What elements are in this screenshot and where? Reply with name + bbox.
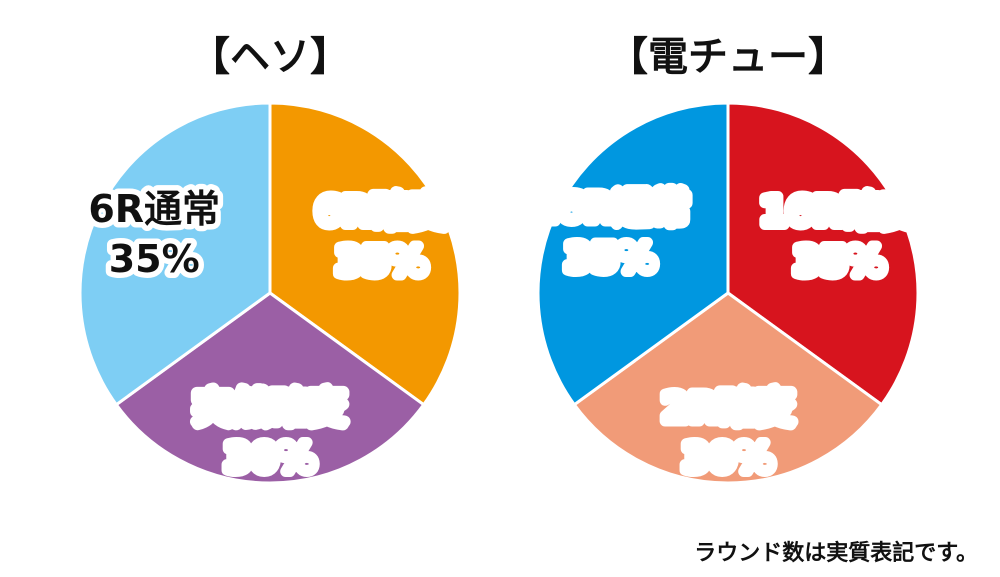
denchu-slice-value-2: 35% xyxy=(565,236,656,280)
denchu-pie-chart: 【電チュー】 16R確変 35% 2R確変 30% 16R通常 35% xyxy=(531,34,918,483)
heso-slice-value-0: 35% xyxy=(336,239,427,283)
heso-chart-title: 【ヘソ】 xyxy=(190,34,350,80)
heso-slice-label-2: 6R通常 xyxy=(88,187,220,231)
heso-slice-value-1: 30% xyxy=(225,436,316,480)
heso-pie-chart: 【ヘソ】 6R確変 35% 突然確変 30% 6R通常 35% xyxy=(80,34,460,483)
denchu-slice-value-1: 30% xyxy=(683,436,774,480)
denchu-chart-title: 【電チュー】 xyxy=(608,34,848,80)
heso-slice-label-1: 突然確変 xyxy=(194,386,346,430)
denchu-slice-label-1: 2R確変 xyxy=(662,386,794,430)
heso-slice-value-2: 35% xyxy=(109,237,200,281)
denchu-slice-label-0: 16R確変 xyxy=(760,189,918,233)
denchu-slice-label-2: 16R通常 xyxy=(531,186,689,230)
denchu-slice-value-0: 35% xyxy=(794,239,885,283)
heso-slice-label-0: 6R確変 xyxy=(316,189,448,233)
footnote: ラウンド数は実質表記です。 xyxy=(694,535,978,567)
